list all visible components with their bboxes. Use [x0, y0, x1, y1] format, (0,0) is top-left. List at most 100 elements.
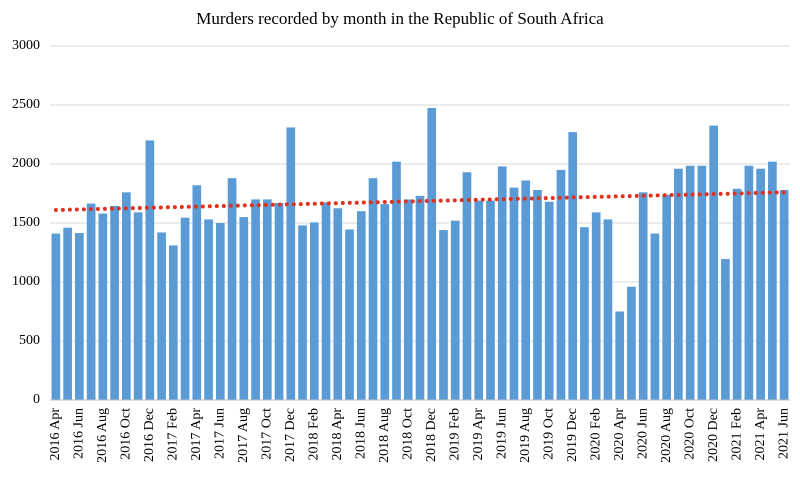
bar	[709, 125, 718, 401]
bar	[227, 178, 237, 400]
x-tick-label: 2018 Oct	[400, 408, 415, 460]
bar	[721, 258, 730, 400]
x-tick-label: 2016 Dec	[142, 408, 157, 462]
bar	[732, 188, 742, 400]
x-tick-label: 2019 Oct	[541, 408, 556, 460]
bar	[462, 172, 472, 400]
x-tick-label: 2017 Apr	[189, 408, 204, 461]
bar	[556, 169, 566, 400]
bar	[168, 245, 178, 400]
bar	[685, 165, 695, 400]
x-tick-label: 2020 Apr	[612, 408, 627, 461]
y-tick-label: 500	[19, 333, 40, 348]
x-tick-label: 2017 Dec	[283, 408, 298, 462]
x-tick-label: 2017 Oct	[260, 408, 275, 460]
bar	[380, 204, 390, 400]
bar	[345, 229, 354, 400]
bar	[298, 225, 307, 400]
bar	[286, 127, 296, 401]
bar	[321, 202, 331, 400]
bar	[192, 185, 202, 400]
bar	[768, 161, 777, 400]
bar	[262, 199, 272, 400]
x-tick-label: 2017 Jun	[213, 408, 228, 459]
bar	[580, 227, 589, 400]
bar	[145, 140, 155, 400]
x-tick-label: 2018 Dec	[424, 408, 439, 462]
bar	[439, 230, 448, 400]
bar	[98, 213, 108, 400]
bar	[157, 232, 166, 400]
x-tick-label: 2016 Apr	[48, 408, 63, 461]
x-tick-label: 2018 Apr	[330, 408, 345, 461]
x-tick-label: 2020 Dec	[706, 408, 721, 462]
x-tick-label: 2018 Aug	[377, 408, 392, 463]
bar	[662, 194, 672, 400]
x-tick-label: 2021 Apr	[753, 408, 768, 461]
x-tick-label: 2018 Feb	[307, 408, 322, 461]
bar	[251, 199, 260, 400]
x-tick-label: 2017 Aug	[236, 408, 251, 463]
bar	[204, 219, 213, 400]
bar	[533, 189, 542, 400]
bar	[674, 168, 683, 400]
x-tick-label: 2019 Feb	[447, 408, 462, 461]
bar	[497, 166, 507, 400]
bar	[568, 132, 578, 400]
x-tick-label: 2019 Apr	[471, 408, 486, 461]
bar	[650, 233, 660, 400]
bar	[509, 187, 519, 400]
trend-line	[53, 190, 787, 213]
bar	[368, 178, 378, 400]
y-tick-label: 2000	[12, 156, 40, 171]
bar	[697, 165, 707, 400]
x-tick-label: 2020 Feb	[588, 408, 603, 461]
bar	[591, 212, 601, 400]
x-tick-label: 2016 Aug	[95, 408, 110, 463]
x-tick-label: 2019 Jun	[494, 408, 509, 459]
bar	[744, 165, 754, 400]
bar	[51, 233, 61, 400]
bar	[75, 233, 84, 400]
bar	[450, 220, 460, 400]
x-tick-label: 2021 Jun	[776, 408, 791, 459]
y-tick-label: 1000	[12, 274, 40, 289]
bar	[521, 180, 531, 400]
bar	[627, 286, 636, 400]
bar	[274, 202, 284, 400]
x-tick-label: 2020 Aug	[659, 408, 674, 463]
y-tick-label: 2500	[12, 97, 40, 112]
bar	[415, 195, 425, 400]
bar	[215, 223, 225, 400]
x-tick-label: 2020 Oct	[682, 408, 697, 460]
bar	[603, 219, 613, 400]
bar	[474, 200, 484, 400]
bar	[756, 168, 765, 400]
y-tick-label: 1500	[12, 215, 40, 230]
x-tick-label: 2021 Feb	[729, 408, 744, 461]
bar	[333, 208, 343, 400]
x-tick-label: 2019 Dec	[565, 408, 580, 462]
bar	[239, 217, 249, 400]
bar	[615, 311, 625, 400]
bar	[427, 107, 437, 400]
bar	[133, 212, 143, 400]
bar	[403, 199, 413, 400]
x-tick-label: 2018 Jun	[353, 408, 368, 459]
bar	[180, 217, 190, 400]
bar	[544, 201, 554, 400]
bar	[309, 222, 319, 400]
bar	[110, 205, 119, 400]
bar	[486, 200, 495, 400]
x-tick-label: 2017 Feb	[166, 408, 181, 461]
bar	[356, 211, 366, 400]
chart-title: Murders recorded by month in the Republi…	[196, 9, 604, 28]
bar	[638, 192, 648, 400]
x-tick-label: 2020 Jun	[635, 408, 650, 459]
bar	[392, 161, 401, 400]
bar	[122, 192, 131, 400]
bar	[63, 227, 72, 400]
x-tick-label: 2016 Jun	[72, 408, 87, 459]
bar	[86, 203, 96, 400]
